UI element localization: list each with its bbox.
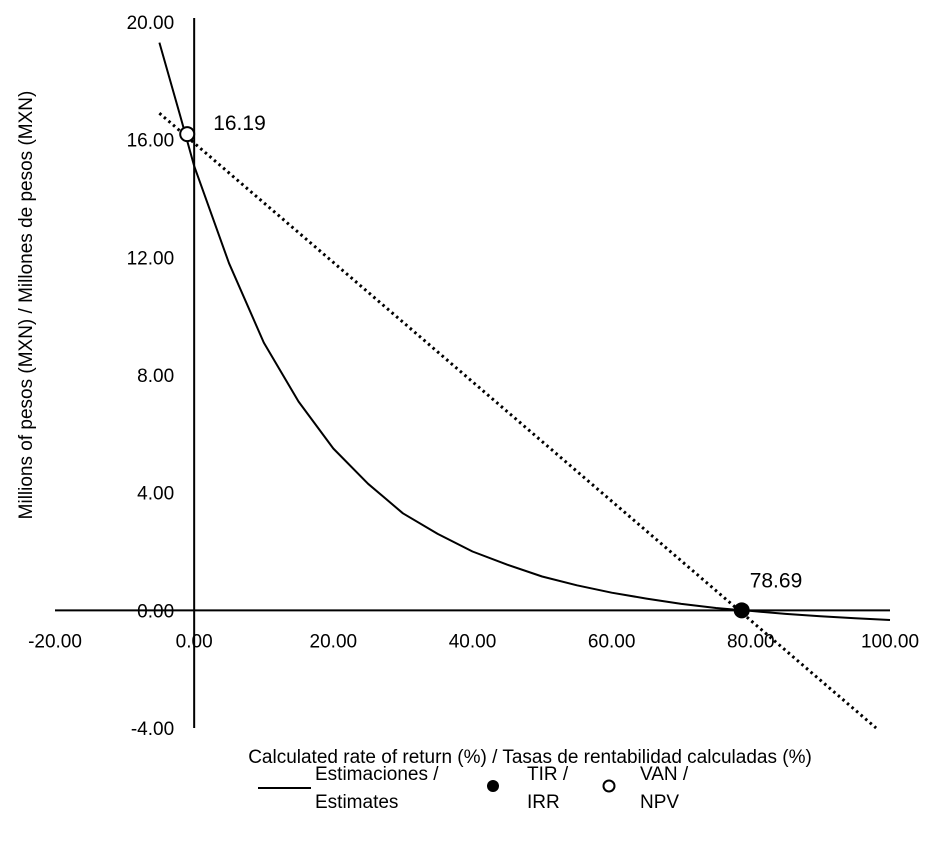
y-tick-label: 20.00 xyxy=(127,13,175,34)
x-tick-label: 60.00 xyxy=(588,631,636,652)
legend-estimates-label-1: Estimaciones / xyxy=(315,764,439,785)
legend-npv-label-2: NPV xyxy=(640,792,679,813)
npv-dotted-line xyxy=(158,112,878,730)
legend: Estimaciones / Estimates TIR / IRR VAN /… xyxy=(258,764,689,813)
legend-irr-marker xyxy=(487,780,499,792)
x-tick-label: 100.00 xyxy=(861,631,919,652)
y-tick-label: 16.00 xyxy=(127,131,175,152)
y-tick-label: 0.00 xyxy=(137,601,174,622)
y-tick-label: 12.00 xyxy=(127,248,175,269)
x-tick-label: 20.00 xyxy=(310,631,358,652)
y-tick-label: 8.00 xyxy=(137,366,174,387)
x-tick-label: -20.00 xyxy=(28,631,82,652)
y-axis-title: Millions of pesos (MXN) / Millones de pe… xyxy=(16,91,37,520)
legend-irr-label-1: TIR / xyxy=(527,764,569,785)
x-tick-label: 0.00 xyxy=(176,631,213,652)
y-tick-label: -4.00 xyxy=(131,719,174,740)
y-tick-label: 4.00 xyxy=(137,484,174,505)
x-tick-label: 40.00 xyxy=(449,631,497,652)
x-axis-title: Calculated rate of return (%) / Tasas de… xyxy=(248,747,812,768)
legend-npv-marker xyxy=(602,779,616,793)
legend-irr-label-2: IRR xyxy=(527,792,560,813)
npv-point-label: 16.19 xyxy=(213,112,266,135)
legend-estimates-label-2: Estimates xyxy=(315,792,398,813)
estimates-curve xyxy=(158,42,891,621)
npv-point-marker xyxy=(179,126,196,143)
x-tick-label: 80.00 xyxy=(727,631,775,652)
irr-point-marker xyxy=(733,602,750,619)
legend-npv-label-1: VAN / xyxy=(640,764,689,785)
irr-point-label: 78.69 xyxy=(750,569,803,592)
